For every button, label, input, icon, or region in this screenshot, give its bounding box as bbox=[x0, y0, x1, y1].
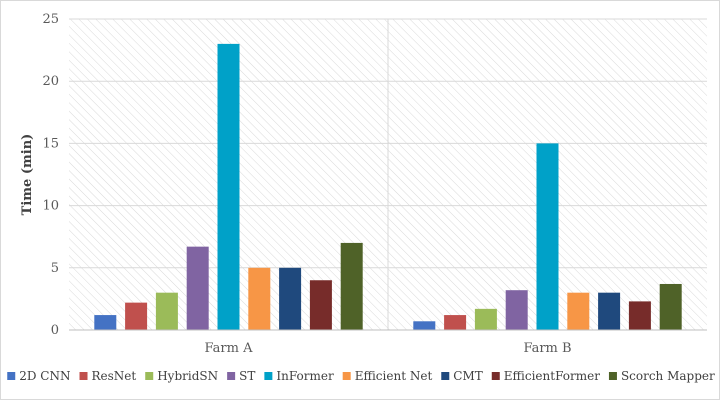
legend-label: 2D CNN bbox=[19, 369, 70, 383]
bar-efficient-net-farm-a bbox=[248, 267, 271, 330]
legend-swatch bbox=[441, 372, 450, 380]
bar-st-farm-b bbox=[505, 290, 528, 330]
bar-informer-farm-b bbox=[536, 143, 559, 330]
bar-resnet-farm-b bbox=[444, 315, 467, 330]
legend-label: HybridSN bbox=[157, 369, 218, 383]
bar-informer-farm-a bbox=[217, 43, 240, 330]
bar-st-farm-a bbox=[186, 246, 209, 330]
legend-swatch bbox=[342, 372, 351, 380]
bar-efficientformer-farm-b bbox=[628, 301, 651, 330]
legend-swatch bbox=[608, 372, 617, 380]
y-tick-label: 20 bbox=[42, 74, 59, 89]
legend-item: Scorch Mapper bbox=[608, 369, 715, 383]
bar-2d-cnn-farm-a bbox=[94, 315, 117, 330]
legend-label: Efficient Net bbox=[355, 369, 433, 383]
legend-swatch bbox=[7, 372, 16, 380]
legend-item: 2D CNN bbox=[7, 369, 71, 383]
x-axis-ticks: Farm A Farm B bbox=[69, 329, 707, 356]
y-axis-ticks: 0 5 10 15 20 25 bbox=[42, 12, 59, 338]
bar-cmt-farm-a bbox=[279, 267, 302, 330]
x-tick-label: Farm B bbox=[523, 341, 571, 356]
legend-swatch bbox=[227, 372, 236, 380]
legend-item: CMT bbox=[441, 369, 483, 383]
legend-swatch bbox=[145, 372, 154, 380]
legend-swatch bbox=[79, 372, 88, 380]
legend: 2D CNN ResNet HybridSN ST InFormer Efficient … bbox=[7, 369, 715, 383]
y-tick-label: 10 bbox=[42, 199, 59, 214]
legend-label: InFormer bbox=[276, 369, 334, 383]
y-tick-label: 5 bbox=[51, 261, 59, 276]
bar-cmt-farm-b bbox=[598, 292, 621, 330]
y-tick-label: 15 bbox=[42, 136, 59, 151]
bar-efficient-net-farm-b bbox=[567, 292, 590, 330]
legend-item: EfficientFormer bbox=[491, 369, 600, 383]
bars bbox=[94, 43, 682, 330]
bar-scorch-mapper-farm-a bbox=[340, 242, 363, 330]
y-axis-title: Time (min) bbox=[20, 134, 35, 216]
bar-2d-cnn-farm-b bbox=[413, 321, 436, 330]
bar-hybridsn-farm-b bbox=[474, 308, 497, 330]
legend-label: CMT bbox=[453, 369, 482, 383]
legend-item: Efficient Net bbox=[342, 369, 433, 383]
legend-swatch bbox=[264, 372, 273, 380]
y-tick-label: 25 bbox=[42, 12, 59, 27]
x-tick-label: Farm A bbox=[205, 341, 254, 356]
legend-label: ST bbox=[239, 369, 255, 383]
legend-item: InFormer bbox=[264, 369, 334, 383]
legend-item: ST bbox=[227, 369, 255, 383]
bar-resnet-farm-a bbox=[125, 302, 148, 330]
legend-label: EfficientFormer bbox=[504, 369, 600, 383]
legend-label: ResNet bbox=[92, 369, 137, 383]
legend-label: Scorch Mapper bbox=[621, 369, 715, 383]
bar-efficientformer-farm-a bbox=[309, 280, 332, 330]
legend-item: ResNet bbox=[79, 369, 137, 383]
legend-item: HybridSN bbox=[145, 369, 218, 383]
legend-swatch bbox=[491, 372, 500, 380]
y-tick-label: 0 bbox=[51, 323, 59, 338]
bar-scorch-mapper-farm-b bbox=[659, 283, 682, 330]
bar-hybridsn-farm-a bbox=[155, 292, 178, 330]
